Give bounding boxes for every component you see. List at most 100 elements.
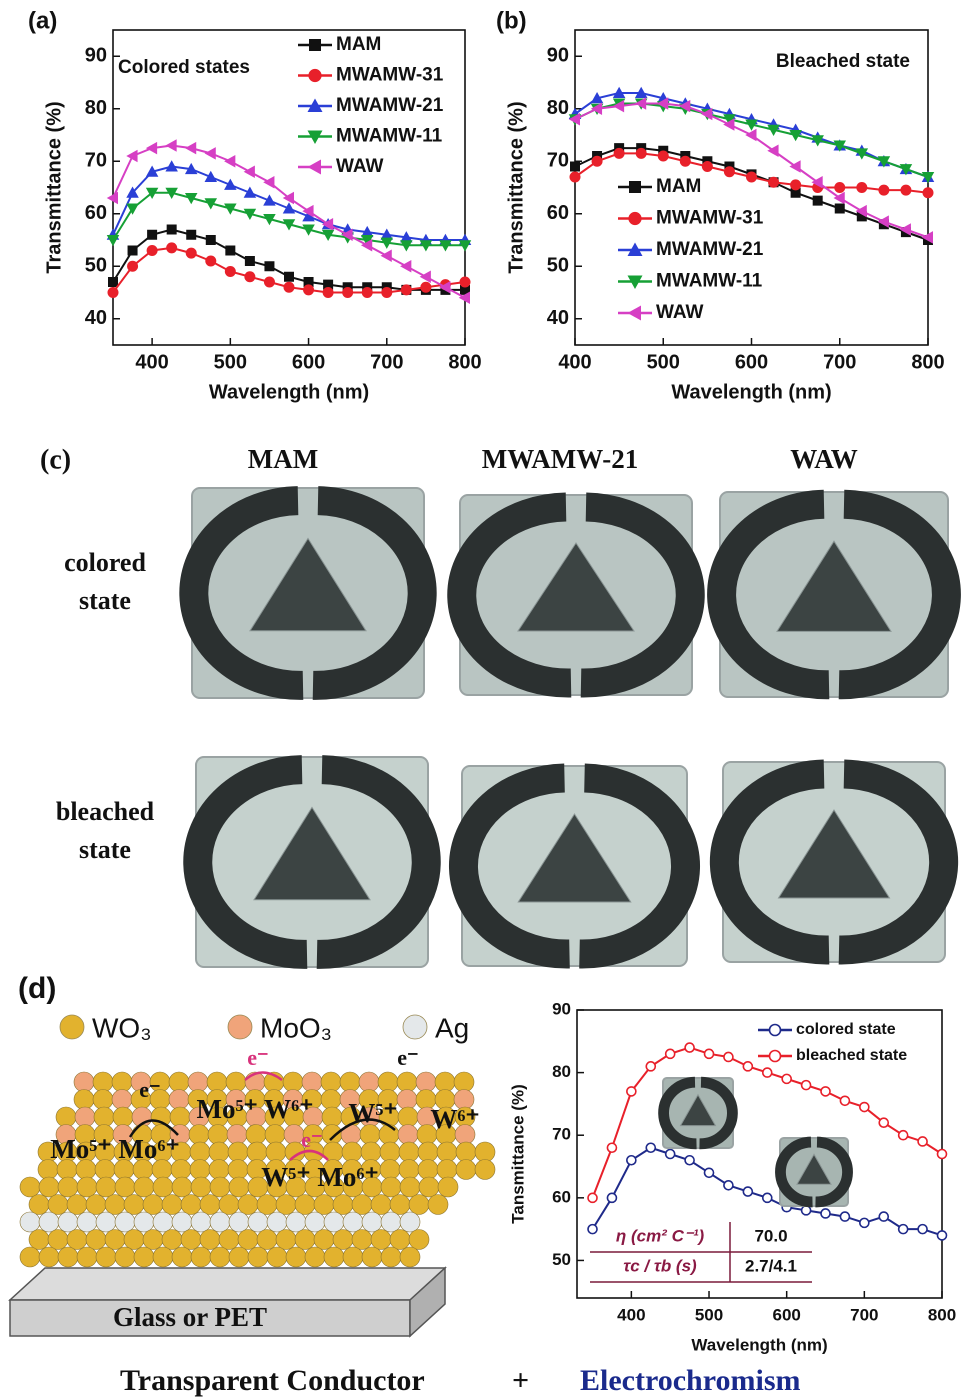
marker: [126, 149, 138, 163]
marker: [184, 141, 197, 155]
marker: [587, 1223, 598, 1235]
atom: [38, 1176, 60, 1198]
photo-arc: [775, 1136, 813, 1208]
marker: [224, 203, 237, 215]
marker: [789, 160, 801, 173]
atom: [208, 1159, 230, 1180]
atom: [85, 1194, 107, 1215]
atom: [398, 1159, 420, 1180]
photo-arc: [838, 759, 959, 965]
marker: [664, 1148, 676, 1160]
marker: [400, 231, 413, 243]
marker: [703, 1048, 715, 1060]
y-tick-label: 50: [85, 255, 107, 277]
panel-label: (c): [40, 444, 71, 475]
marker: [458, 291, 470, 304]
legend-label: WAW: [656, 302, 704, 323]
atom: [246, 1141, 268, 1163]
marker: [308, 68, 322, 83]
marker: [635, 147, 647, 159]
row-label: state: [79, 835, 131, 864]
atom: [225, 1071, 247, 1093]
y-tick-label: 60: [85, 202, 107, 224]
atom: [380, 1211, 402, 1233]
marker: [855, 204, 867, 218]
atom: [256, 1229, 278, 1250]
marker: [419, 270, 431, 283]
marker: [897, 1223, 909, 1235]
atom: [285, 1246, 307, 1268]
marker: [701, 161, 713, 172]
atom: [455, 1159, 477, 1180]
photo-arc: [448, 763, 570, 969]
marker: [307, 159, 321, 175]
atom: [133, 1176, 155, 1198]
atom: [57, 1246, 79, 1268]
x-axis-label: Wavelength (nm): [671, 381, 831, 403]
atom: [398, 1141, 420, 1163]
atom: [74, 1106, 96, 1128]
atom: [152, 1211, 174, 1233]
marker: [165, 160, 178, 172]
marker: [439, 240, 452, 252]
marker: [657, 97, 669, 110]
atom: [168, 1071, 190, 1093]
atom: [453, 1071, 475, 1093]
marker: [781, 1073, 792, 1085]
marker: [820, 1086, 831, 1097]
marker: [701, 107, 713, 121]
atom: [19, 1211, 41, 1233]
atom: [266, 1211, 288, 1233]
marker: [745, 128, 757, 142]
marker: [839, 1095, 851, 1107]
marker: [627, 305, 641, 321]
marker: [936, 1230, 948, 1241]
marker: [761, 1067, 773, 1078]
x-axis-label: Wavelength (nm): [209, 381, 369, 403]
atom: [256, 1194, 278, 1215]
y-tick-label: 80: [552, 1062, 571, 1081]
marker: [917, 1136, 928, 1147]
atom: [38, 1246, 60, 1268]
legend-sphere: [227, 1014, 253, 1040]
atom: [399, 1211, 421, 1233]
atom: [417, 1159, 439, 1180]
atom: [427, 1194, 449, 1215]
marker: [877, 215, 889, 228]
atom: [275, 1194, 297, 1215]
atom: [396, 1089, 418, 1110]
marker: [302, 204, 314, 218]
marker: [400, 284, 412, 296]
atom: [434, 1071, 456, 1093]
atom: [341, 1141, 363, 1163]
marker: [147, 229, 158, 240]
photo-triangle: [517, 542, 635, 632]
photo-arc: [316, 755, 441, 969]
atom: [161, 1194, 183, 1215]
marker: [145, 187, 159, 199]
column-header: MWAMW-21: [482, 444, 638, 474]
atom: [342, 1246, 364, 1268]
legend-label: WO₃: [92, 1012, 152, 1043]
y-tick-label: 40: [547, 307, 569, 329]
atom: [218, 1194, 240, 1215]
marker: [570, 161, 580, 172]
ion-label: W⁵⁺: [348, 1098, 397, 1128]
marker: [900, 184, 912, 196]
atom: [114, 1211, 136, 1233]
marker: [263, 194, 276, 206]
marker: [284, 271, 294, 282]
y-tick-label: 40: [85, 307, 107, 329]
atom: [437, 1176, 459, 1198]
atom: [218, 1229, 240, 1250]
atom: [418, 1176, 440, 1198]
y-tick-label: 60: [552, 1187, 571, 1206]
marker: [833, 140, 846, 152]
atom: [189, 1141, 211, 1163]
atom: [396, 1071, 418, 1093]
atom: [57, 1211, 79, 1233]
atom: [332, 1194, 354, 1215]
marker: [185, 247, 197, 259]
marker: [282, 191, 294, 205]
atom: [180, 1229, 202, 1250]
